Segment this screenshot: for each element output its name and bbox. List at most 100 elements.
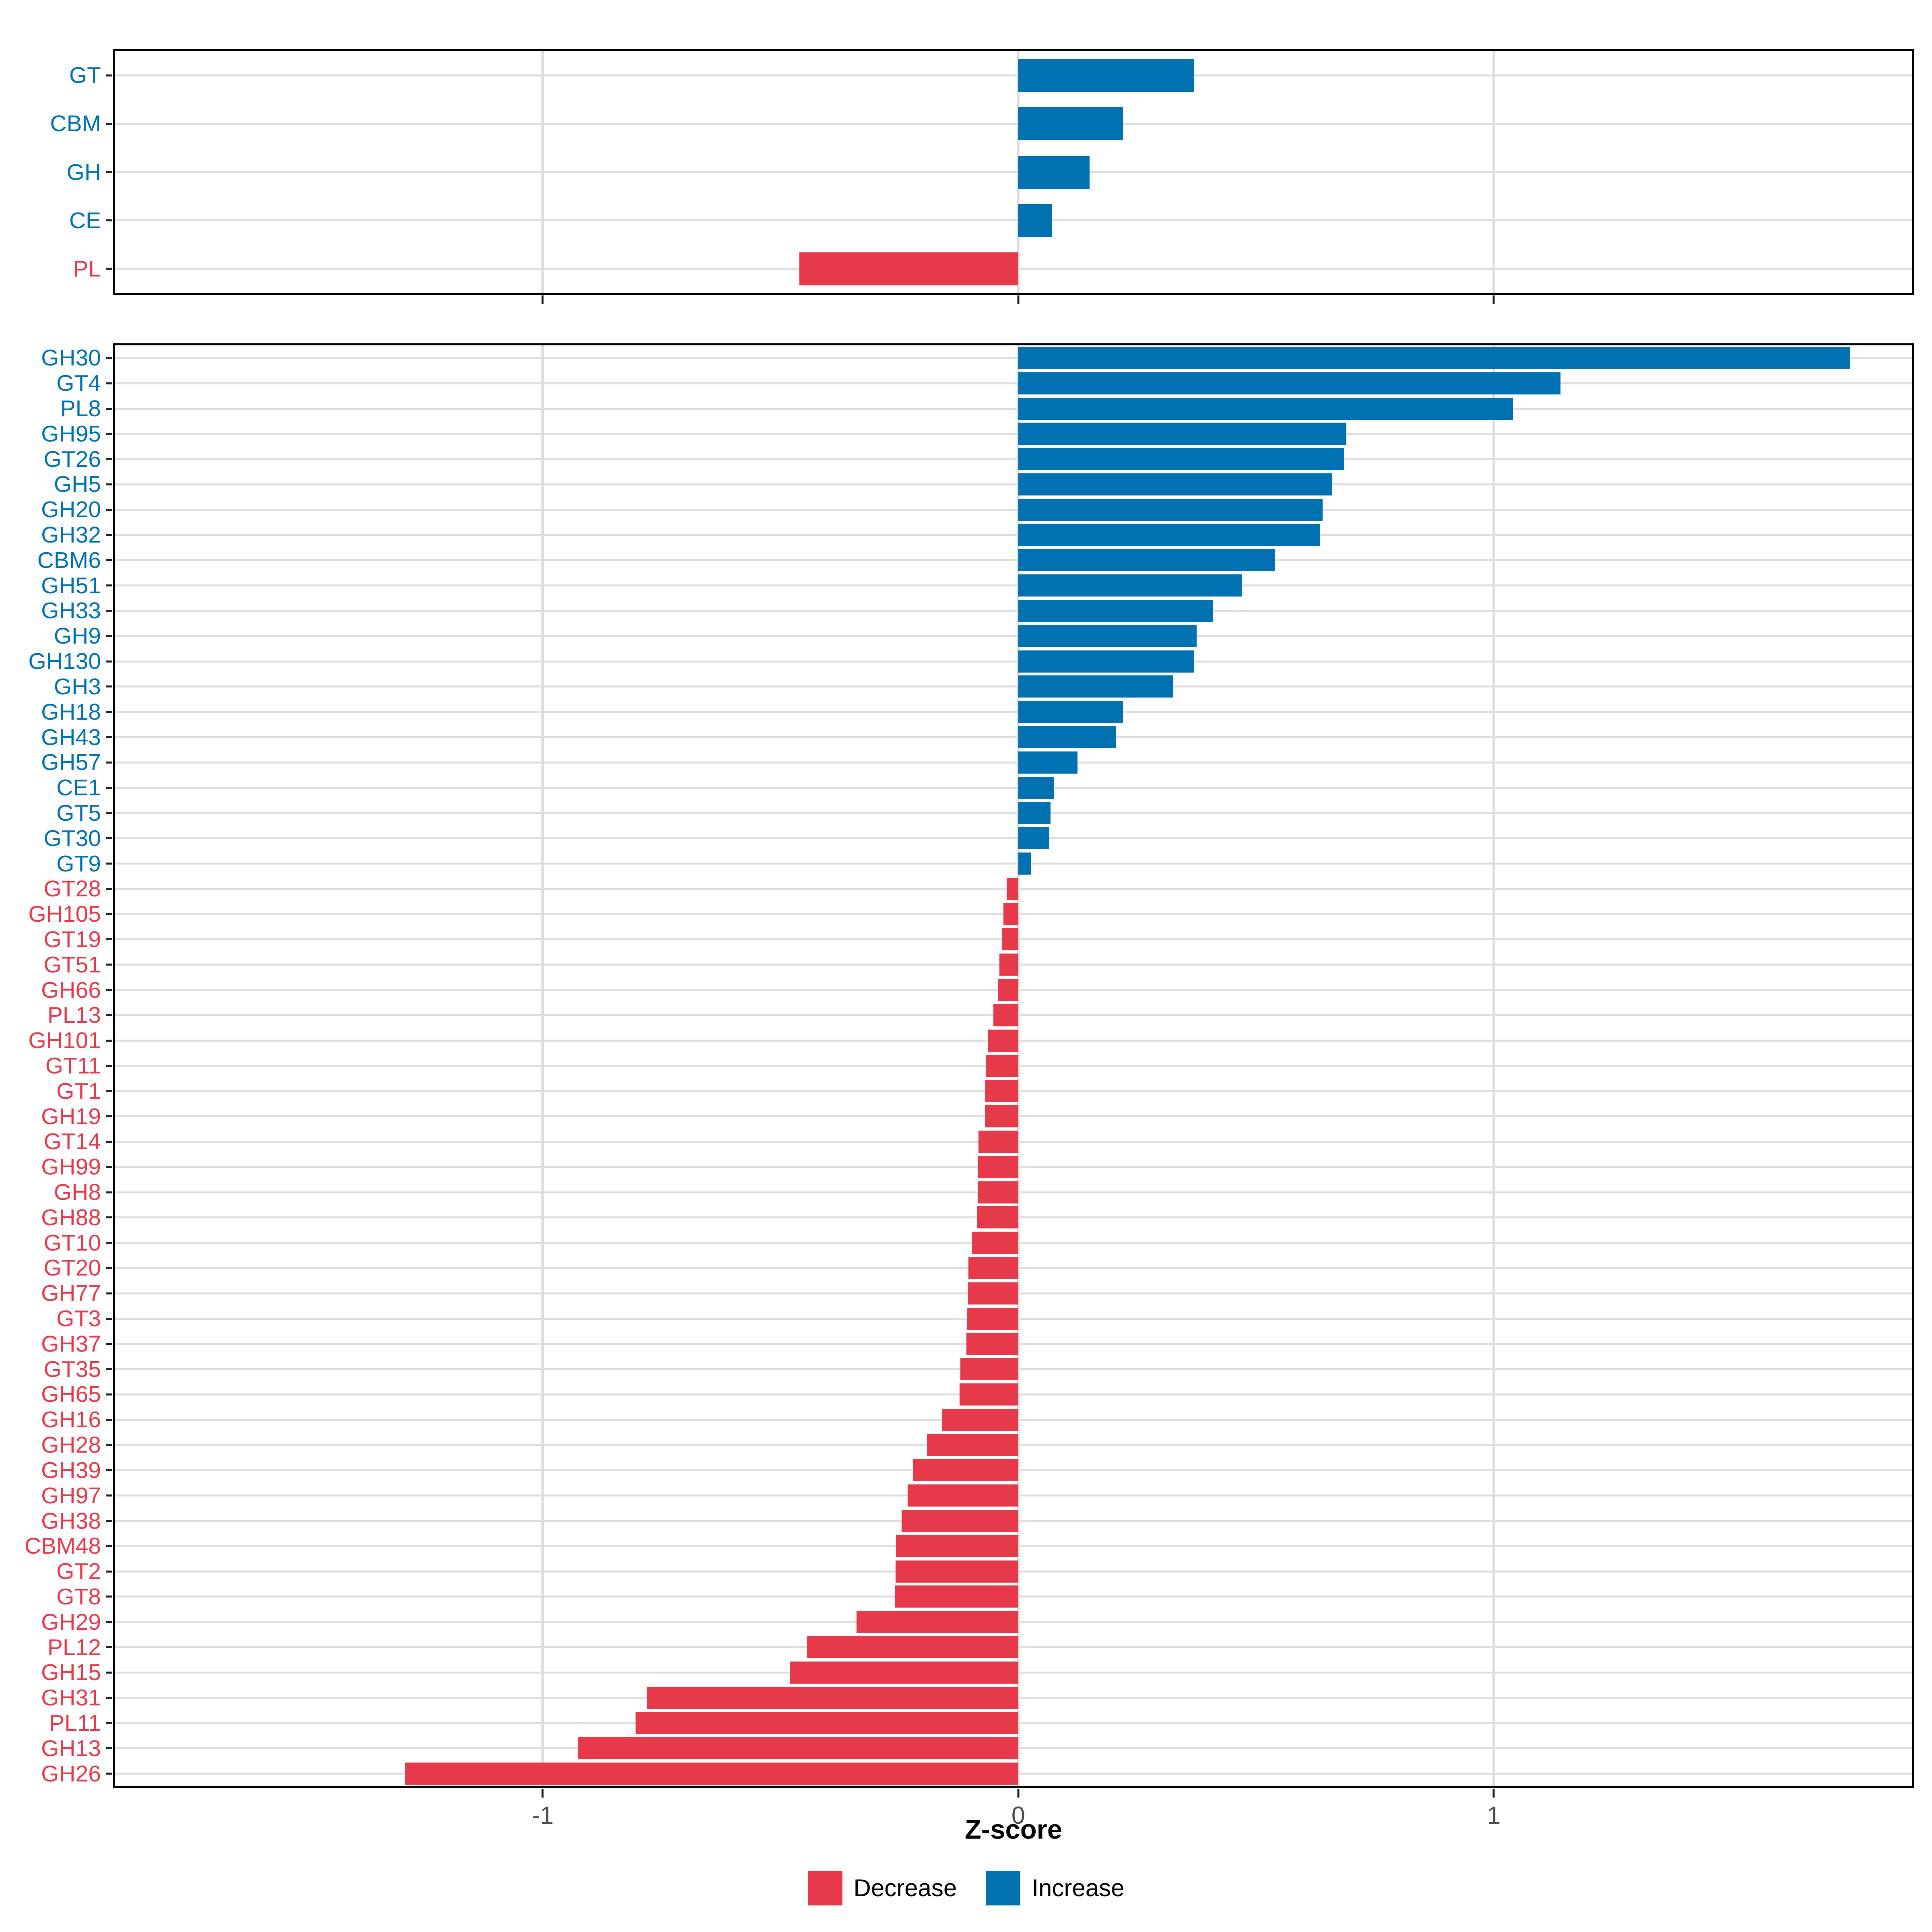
y-axis-label-GT26: GT26: [43, 446, 101, 472]
y-axis-label-GT14: GT14: [43, 1129, 101, 1155]
y-axis-label-GH18: GH18: [41, 699, 101, 725]
y-axis-label-GH3: GH3: [54, 673, 101, 700]
y-axis-label-GH29: GH29: [41, 1609, 101, 1635]
bar-GH16: [942, 1408, 1018, 1431]
y-axis-label-PL: PL: [73, 256, 101, 282]
bar-GH57: [1018, 751, 1078, 774]
y-tick: [106, 711, 112, 713]
bar-GH8: [978, 1181, 1018, 1203]
y-tick: [106, 1621, 112, 1623]
gridline-y: [115, 609, 1912, 612]
bar-GH20: [1018, 498, 1323, 521]
gridline-y: [115, 483, 1912, 485]
y-axis-label-GH77: GH77: [41, 1280, 101, 1307]
increase-swatch: [986, 1871, 1021, 1905]
bar-GT10: [972, 1232, 1018, 1254]
y-tick: [106, 1671, 112, 1674]
y-axis-label-GH19: GH19: [41, 1103, 101, 1129]
gridline-y: [115, 122, 1912, 125]
y-axis-label-GT1: GT1: [56, 1078, 101, 1104]
y-tick: [106, 1191, 112, 1193]
y-tick: [106, 1065, 112, 1067]
y-tick: [106, 786, 112, 789]
y-axis-label-GH9: GH9: [54, 623, 101, 649]
y-tick: [106, 685, 112, 688]
bottom-family-panel: GH30 GT4 PL8 GH95 GT26 GH5 GH20 GH32 CBM6 GH51 GH3…: [25, 343, 1914, 1828]
bar-GH130: [1018, 650, 1194, 673]
bar-PL11: [635, 1712, 1018, 1734]
y-tick: [106, 483, 112, 485]
y-axis-label-PL13: PL13: [47, 1002, 101, 1028]
x-tick-label-1: 1: [1487, 1802, 1501, 1829]
gridline-y: [115, 584, 1912, 587]
y-axis-label-GH26: GH26: [41, 1761, 101, 1787]
bar-GT20: [968, 1257, 1018, 1279]
gridline-y: [115, 407, 1912, 410]
gridline-y: [115, 711, 1912, 713]
gridline-y: [115, 74, 1912, 76]
bar-GH30: [1018, 347, 1851, 369]
gridline-y: [115, 357, 1912, 359]
y-tick: [106, 1368, 112, 1371]
bar-GH33: [1018, 599, 1214, 622]
bar-GT28: [1007, 877, 1018, 900]
y-tick: [106, 1596, 112, 1598]
bar-CE1: [1018, 776, 1054, 799]
bar-GT14: [978, 1130, 1018, 1153]
bar-GH3: [1018, 675, 1173, 698]
y-axis-label-GH65: GH65: [41, 1381, 101, 1408]
x-tick-label-0: 0: [1011, 1802, 1025, 1829]
x-axis-title: Z-score: [964, 1814, 1063, 1845]
y-axis-label-GH99: GH99: [41, 1154, 101, 1180]
y-tick: [106, 761, 112, 764]
x-tick--1: [541, 295, 544, 304]
y-axis-label-GH: GH: [66, 159, 101, 185]
bar-GT35: [960, 1358, 1018, 1381]
bar-GH: [1018, 155, 1090, 189]
bar-GT30: [1018, 827, 1049, 850]
gridline-y: [115, 863, 1912, 865]
y-axis-label-GH101: GH101: [28, 1028, 101, 1054]
y-axis-label-GH15: GH15: [41, 1660, 101, 1686]
bar-GH29: [857, 1611, 1018, 1633]
y-tick: [106, 1317, 112, 1320]
legend-item-decrease: Decrease: [807, 1871, 957, 1905]
y-tick: [106, 913, 112, 915]
bar-GT5: [1018, 802, 1051, 824]
y-axis-label-CBM6: CBM6: [37, 547, 101, 573]
gridline-y: [115, 786, 1912, 789]
bar-GH99: [978, 1156, 1018, 1178]
y-axis-label-GT30: GT30: [43, 825, 101, 851]
y-tick: [106, 559, 112, 561]
y-tick: [106, 433, 112, 435]
y-axis-label-GH57: GH57: [41, 749, 101, 776]
bar-GT8: [894, 1585, 1018, 1608]
y-axis-label-GH13: GH13: [41, 1735, 101, 1761]
bar-GH105: [1003, 903, 1018, 925]
y-axis-label-GH8: GH8: [54, 1179, 101, 1205]
y-axis-label-GT19: GT19: [43, 926, 101, 952]
y-tick: [106, 1014, 112, 1016]
x-tick-0: [1017, 295, 1020, 304]
y-tick: [106, 458, 112, 460]
decrease-label: Decrease: [853, 1874, 957, 1901]
y-axis-label-GT5: GT5: [56, 800, 101, 826]
y-axis-label-GH130: GH130: [28, 648, 101, 675]
y-tick: [106, 268, 112, 270]
gridline-y: [115, 635, 1912, 637]
bar-GH95: [1018, 423, 1347, 445]
bar-PL12: [807, 1636, 1018, 1659]
bar-GT: [1018, 59, 1194, 92]
gridline-y: [115, 458, 1912, 460]
y-tick: [106, 407, 112, 410]
bar-GT4: [1018, 372, 1560, 394]
top-class-panel: GT CBM GH CE PL: [50, 49, 1914, 304]
bar-GH15: [790, 1661, 1018, 1684]
y-axis-label-GH43: GH43: [41, 724, 101, 750]
y-tick: [106, 1646, 112, 1649]
y-tick: [106, 1494, 112, 1497]
y-axis-label-PL8: PL8: [60, 396, 101, 422]
bar-GH13: [578, 1737, 1018, 1760]
y-tick: [106, 1545, 112, 1547]
